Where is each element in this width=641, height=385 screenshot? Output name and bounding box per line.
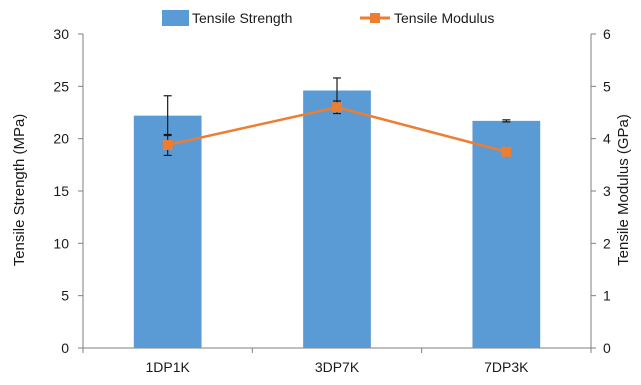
y-tick-label: 30 bbox=[53, 26, 69, 42]
y2-tick-label: 1 bbox=[603, 288, 611, 304]
y-tick-label: 15 bbox=[53, 183, 69, 199]
y-tick-label: 20 bbox=[53, 131, 69, 147]
legend-line-label: Tensile Modulus bbox=[394, 10, 494, 26]
legend: Tensile Strength Tensile Modulus bbox=[162, 10, 494, 26]
y2-tick-label: 5 bbox=[603, 78, 611, 94]
legend-line-marker bbox=[370, 13, 380, 23]
bar bbox=[303, 90, 371, 349]
modulus-line bbox=[162, 100, 512, 157]
y-axis-title: Tensile Strength (MPa) bbox=[11, 114, 28, 267]
modulus-point bbox=[332, 102, 342, 113]
bars bbox=[133, 77, 541, 349]
tick-labels: 0 5 10 15 20 25 30 0 1 2 3 4 5 6 1DP1K 3DP7K 7DP3K bbox=[53, 26, 611, 375]
modulus-point bbox=[162, 139, 173, 150]
y2-tick-label: 0 bbox=[603, 340, 611, 356]
y2-axis-title: Tensile Modulus (GPa) bbox=[615, 114, 632, 266]
x-tick-label: 1DP1K bbox=[145, 359, 190, 375]
y-tick-label: 25 bbox=[53, 78, 69, 94]
modulus-point bbox=[501, 146, 512, 157]
y2-tick-label: 4 bbox=[603, 131, 611, 147]
y2-tick-label: 2 bbox=[603, 235, 611, 251]
y2-tick-label: 6 bbox=[603, 26, 611, 42]
y2-tick-label: 3 bbox=[603, 183, 611, 199]
bar bbox=[472, 120, 541, 348]
legend-bar-swatch bbox=[162, 10, 189, 26]
y-tick-label: 0 bbox=[61, 340, 69, 356]
legend-bar-label: Tensile Strength bbox=[192, 10, 292, 26]
x-tick-label: 3DP7K bbox=[315, 359, 360, 375]
y-tick-label: 5 bbox=[61, 288, 69, 304]
y-tick-label: 10 bbox=[53, 235, 69, 251]
x-tick-label: 7DP3K bbox=[484, 359, 529, 375]
